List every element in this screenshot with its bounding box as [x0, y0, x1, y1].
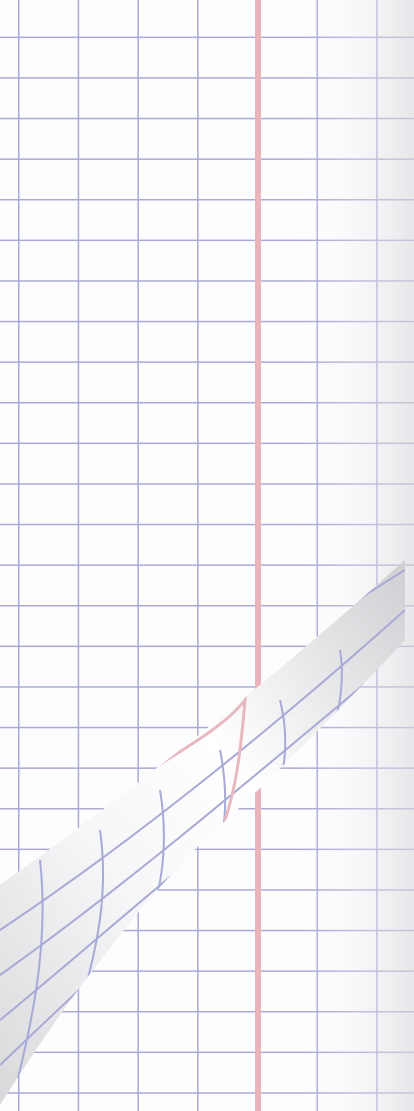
curl-margin	[149, 694, 247, 821]
page-shadow	[300, 0, 414, 1111]
curl-flap	[0, 560, 405, 1105]
margin-line	[255, 0, 261, 1111]
